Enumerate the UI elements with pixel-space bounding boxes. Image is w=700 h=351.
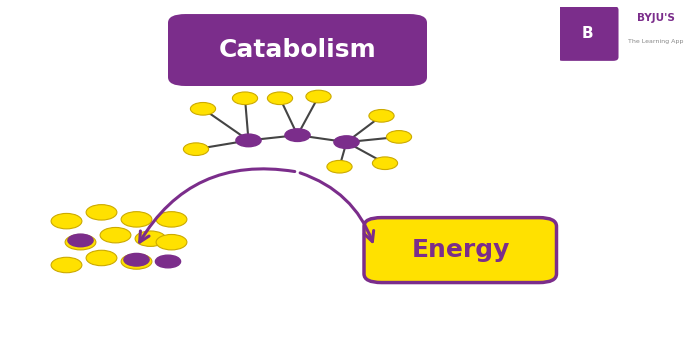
Text: BYJU'S: BYJU'S [637, 13, 675, 23]
Circle shape [386, 131, 412, 143]
Circle shape [65, 234, 96, 250]
FancyArrowPatch shape [139, 169, 295, 242]
Circle shape [86, 250, 117, 266]
Circle shape [121, 212, 152, 227]
FancyArrowPatch shape [300, 173, 374, 241]
Circle shape [121, 254, 152, 269]
FancyBboxPatch shape [557, 6, 619, 61]
FancyBboxPatch shape [364, 218, 556, 283]
Circle shape [285, 129, 310, 141]
Circle shape [156, 234, 187, 250]
Circle shape [236, 134, 261, 147]
Circle shape [232, 92, 258, 105]
Circle shape [327, 160, 352, 173]
Circle shape [100, 227, 131, 243]
Text: Energy: Energy [412, 238, 510, 262]
Text: The Learning App: The Learning App [628, 39, 683, 44]
FancyBboxPatch shape [168, 14, 427, 86]
Circle shape [369, 110, 394, 122]
Circle shape [183, 143, 209, 155]
Circle shape [86, 205, 117, 220]
Text: Catabolism: Catabolism [218, 38, 377, 62]
Text: B: B [582, 26, 594, 41]
Circle shape [156, 212, 187, 227]
Circle shape [68, 234, 93, 247]
Circle shape [124, 253, 149, 266]
Circle shape [306, 90, 331, 103]
Circle shape [190, 102, 216, 115]
Circle shape [135, 231, 166, 246]
Circle shape [51, 257, 82, 273]
Circle shape [155, 255, 181, 268]
Circle shape [334, 136, 359, 148]
Circle shape [372, 157, 398, 170]
Circle shape [51, 213, 82, 229]
Circle shape [267, 92, 293, 105]
